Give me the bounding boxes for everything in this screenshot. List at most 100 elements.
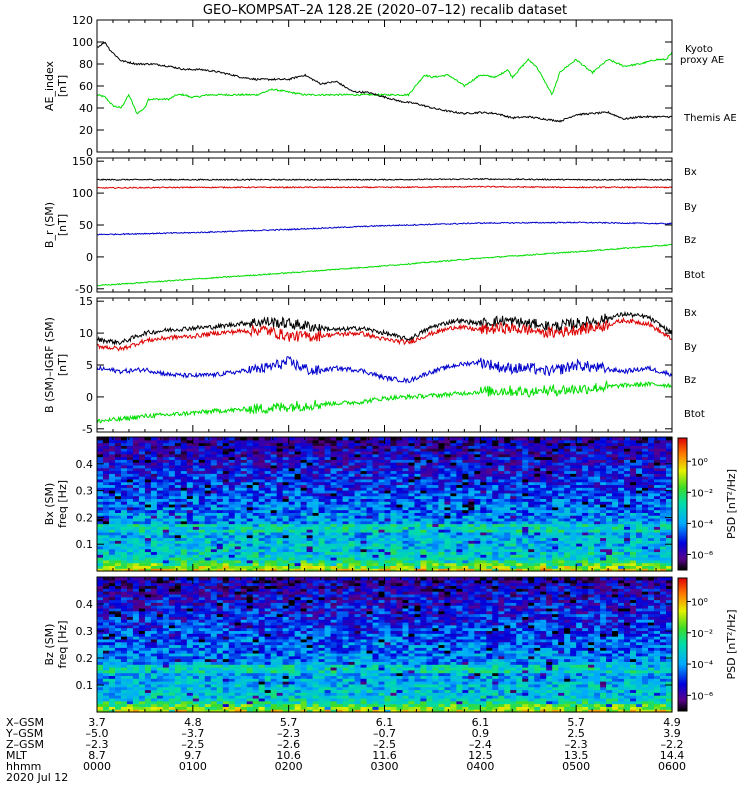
psd-cell [204, 442, 212, 446]
psd-cell [360, 529, 368, 533]
psd-cell [276, 492, 284, 497]
psd-cell [348, 492, 356, 497]
psd-cell [192, 517, 200, 522]
psd-cell [240, 509, 248, 513]
psd-cell [336, 495, 344, 500]
psd-cell [264, 562, 272, 567]
psd-cell [354, 487, 362, 491]
psd-cell [102, 540, 110, 544]
psd-cell [162, 517, 170, 522]
psd-cell [330, 484, 338, 488]
psd-cell [198, 470, 206, 474]
psd-cell [102, 568, 110, 572]
psd-cell [348, 484, 356, 488]
psd-cell [114, 456, 122, 460]
psd-cell [108, 504, 116, 508]
psd-cell [174, 562, 182, 567]
psd-cell [390, 437, 398, 441]
psd-cell [342, 504, 350, 508]
psd-cell [150, 439, 158, 444]
psd-cell [204, 537, 212, 541]
psd-cell [138, 487, 146, 491]
psd-cell [312, 551, 320, 555]
psd-cell [126, 462, 134, 466]
psd-cell [132, 504, 140, 508]
psd-cell [192, 453, 200, 458]
psd-cell [312, 529, 320, 533]
psd-cell [318, 498, 326, 502]
psd-cell [258, 557, 266, 561]
psd-cell [342, 537, 350, 541]
psd-cell [330, 459, 338, 463]
psd-cell [162, 487, 170, 491]
psd-cell [258, 442, 266, 446]
psd-cell [234, 526, 242, 530]
psd-cell [180, 554, 188, 558]
psd-cell [594, 437, 601, 441]
psd-cell [186, 467, 194, 472]
psd-cell [126, 543, 134, 547]
legend-btot: Btot [684, 409, 705, 420]
psd-cell [264, 548, 272, 553]
psd-cell [240, 559, 248, 564]
series-line-bx [97, 310, 672, 346]
psd-cell [222, 568, 230, 572]
psd-cell [108, 526, 116, 530]
psd-cell [168, 517, 176, 522]
psd-cell [204, 554, 212, 558]
psd-cell [300, 437, 308, 441]
psd-cell [282, 515, 290, 519]
psd-cell [108, 545, 116, 550]
psd-cell [114, 459, 122, 463]
psd-cell [132, 551, 140, 555]
psd-cell [258, 459, 266, 463]
psd-cell [324, 464, 332, 469]
psd-cell [246, 456, 254, 460]
psd-cell [174, 437, 182, 441]
psd-cell [318, 512, 326, 516]
psd-cell [102, 476, 110, 480]
psd-cell [138, 504, 146, 508]
psd-cell [198, 445, 206, 449]
psd-cell [240, 481, 248, 486]
psd-cell [174, 456, 182, 460]
psd-cell [204, 498, 212, 502]
psd-cell [186, 470, 194, 474]
psd-cell [270, 453, 278, 458]
psd-cell [108, 481, 116, 486]
psd-cell [156, 504, 164, 508]
psd-cell [210, 437, 218, 441]
figure-title: GEO–KOMPSAT–2A 128.2E (2020–07–12) recal… [203, 3, 567, 18]
psd-cell [240, 492, 248, 497]
psd-cell [120, 562, 128, 567]
psd-cell [270, 504, 278, 508]
psd-cell [162, 526, 170, 530]
psd-cell [354, 476, 362, 480]
psd-cell [204, 476, 212, 480]
psd-cell [294, 470, 302, 474]
psd-cell [180, 442, 188, 446]
psd-cell [144, 439, 152, 444]
psd-cell [150, 484, 158, 488]
psd-cell [318, 501, 326, 505]
psd-cell [132, 557, 140, 561]
y-tick-label: 40 [79, 102, 93, 115]
psd-cell [330, 548, 338, 553]
psd-cell [252, 531, 260, 536]
psd-cell [264, 554, 272, 558]
psd-cell [192, 448, 200, 452]
psd-cell [240, 470, 248, 474]
psd-cell [318, 490, 326, 494]
psd-cell [204, 495, 212, 500]
psd-cell [222, 442, 230, 446]
psd-cell [120, 464, 128, 469]
psd-cell [156, 512, 164, 516]
psd-cell [120, 554, 128, 558]
psd-cell [120, 512, 128, 516]
psd-cell [174, 512, 182, 516]
psd-cell [168, 551, 176, 555]
psd-cell [330, 515, 338, 519]
psd-cell [270, 459, 278, 463]
psd-cell [246, 529, 254, 533]
psd-cell [168, 473, 176, 477]
